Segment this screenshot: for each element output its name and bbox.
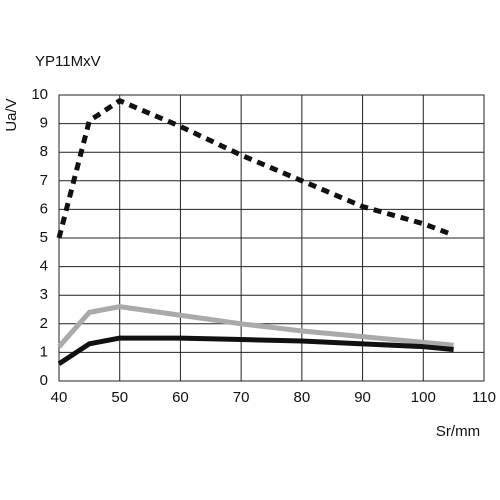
series-line	[57, 304, 454, 349]
y-tick-label: 3	[40, 286, 48, 303]
x-axis-label: Sr/mm	[436, 423, 480, 440]
x-tick-label: 110	[472, 389, 496, 406]
y-tick-label: 6	[40, 200, 48, 217]
x-tick-label: 70	[233, 389, 250, 406]
series-line	[56, 98, 455, 239]
y-tick-label: 0	[40, 372, 48, 389]
x-tick-label: 100	[411, 389, 436, 406]
y-tick-label: 8	[40, 143, 48, 160]
x-tick-label: 90	[354, 389, 371, 406]
y-tick-label: 7	[40, 172, 48, 189]
series-line	[57, 335, 454, 366]
x-tick-label: 40	[51, 389, 68, 406]
y-tick-label: 9	[40, 115, 48, 132]
y-tick-label: 10	[31, 86, 48, 103]
y-tick-label: 4	[40, 258, 48, 275]
chart-title: YP11MxV	[35, 53, 101, 70]
y-tick-label: 5	[40, 229, 48, 246]
x-tick-label: 80	[294, 389, 311, 406]
y-tick-label: 2	[40, 315, 48, 332]
y-tick-label: 1	[40, 343, 48, 360]
y-axis-label: Ua/V	[3, 98, 20, 131]
x-tick-label: 60	[172, 389, 189, 406]
x-tick-label: 50	[111, 389, 128, 406]
